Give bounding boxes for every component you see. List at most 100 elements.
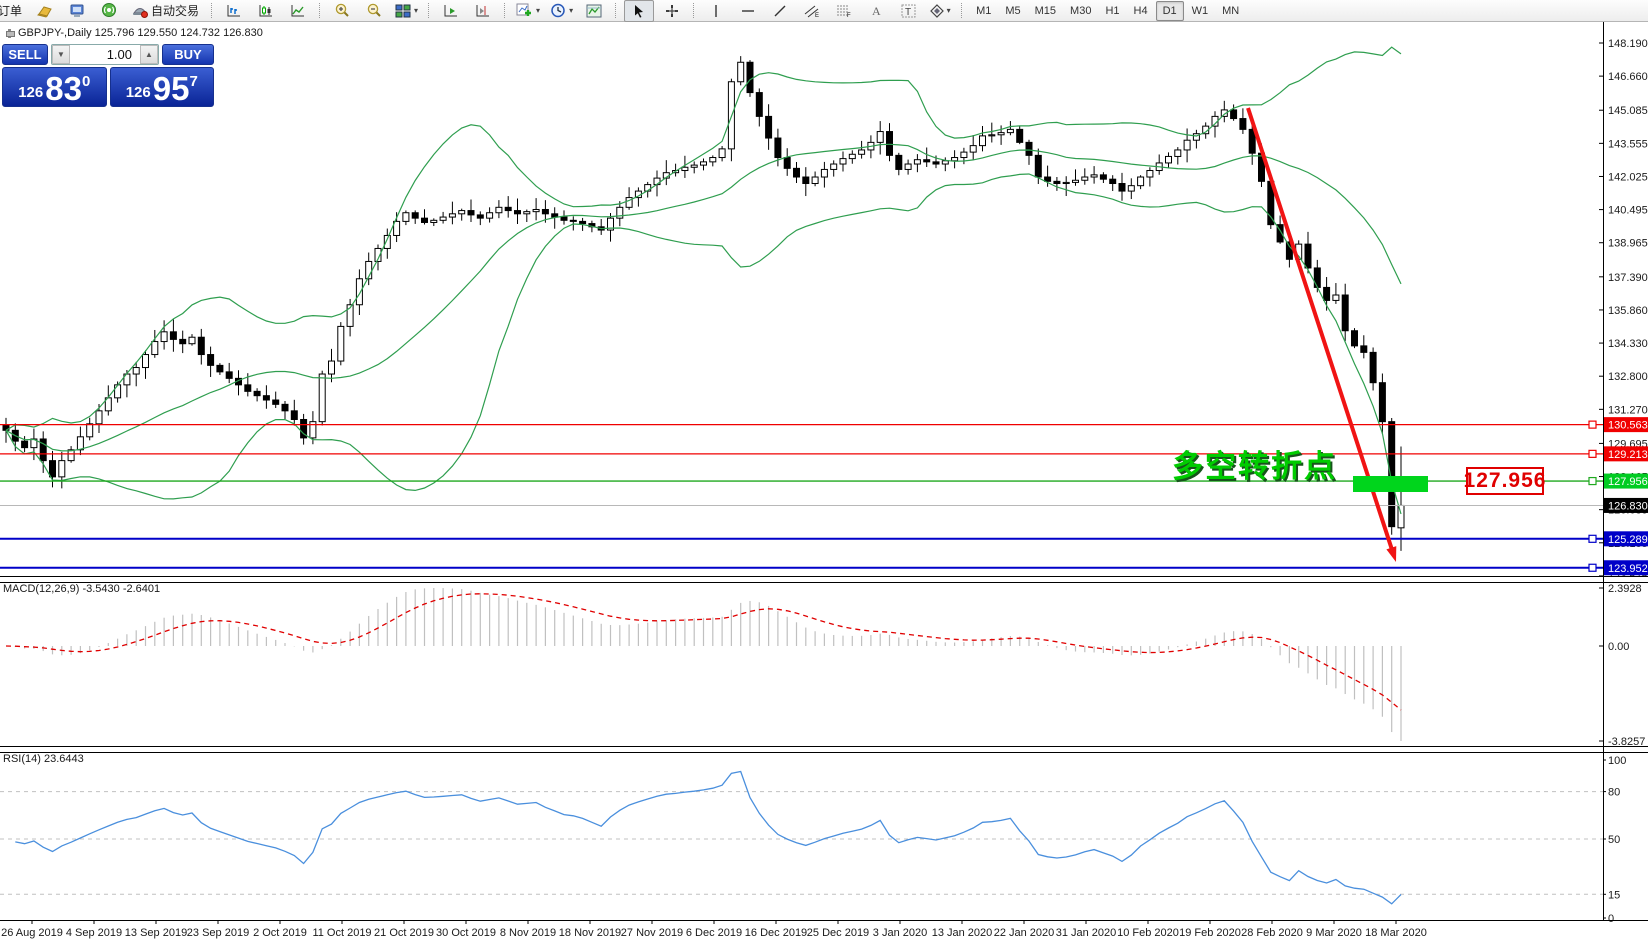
candle-body: [923, 159, 931, 163]
volume-stepper[interactable]: ▼ 1.00 ▲: [51, 44, 159, 65]
macd-signal-line[interactable]: [5, 593, 1402, 711]
svg-text:E: E: [815, 13, 819, 18]
volume-increase-button[interactable]: ▲: [140, 45, 158, 64]
time-axis-label: 16 Dec 2019: [745, 927, 807, 939]
candle-body: [1034, 154, 1042, 178]
candle-body: [895, 154, 903, 170]
candle-body: [39, 438, 47, 462]
trendline-tool-button[interactable]: [766, 1, 794, 21]
timeframe-button-m30[interactable]: M30: [1070, 4, 1092, 17]
price-tick-label: 140.495: [1608, 205, 1648, 217]
bar-chart-mode-button[interactable]: [220, 1, 248, 21]
volume-decrease-button[interactable]: ▼: [52, 45, 70, 64]
crosshair-tool-button[interactable]: [658, 1, 686, 21]
time-axis[interactable]: 26 Aug 2019 4 Sep 2019 13 Sep 2019 23 Sep 2…: [1, 920, 1427, 939]
rsi-scale-label: 0: [1608, 913, 1614, 925]
periods-button[interactable]: ▾: [547, 1, 576, 21]
candle-body: [1044, 176, 1052, 182]
buy-price-display[interactable]: 126 95 7: [109, 67, 214, 107]
main-toolbar: 订单 自动交易: [0, 0, 1648, 22]
candle-body: [169, 331, 177, 340]
bollinger-middle-band[interactable]: [5, 143, 1402, 452]
candle-body: [95, 410, 103, 425]
timeframe-button-h4[interactable]: H4: [1133, 4, 1148, 17]
sell-price-display[interactable]: 126 83 0: [2, 67, 107, 107]
candle-body: [188, 336, 196, 345]
level-endpoint-marker[interactable]: [1588, 420, 1597, 429]
new-chart-button[interactable]: ▾: [513, 1, 543, 21]
candle-body: [830, 163, 838, 170]
level-endpoint-marker[interactable]: [1588, 476, 1597, 486]
zoom-out-button[interactable]: [360, 1, 388, 21]
candle-body: [1248, 128, 1256, 154]
timeframe-button-d1[interactable]: D1: [1155, 0, 1184, 21]
candle-body: [765, 115, 773, 139]
shapes-tool-button[interactable]: ▾: [926, 1, 954, 21]
auto-scroll-button[interactable]: [437, 1, 465, 21]
fibonacci-tool-button[interactable]: F: [830, 1, 858, 21]
candle-body: [1127, 185, 1135, 192]
vertical-line-tool-button[interactable]: [702, 1, 730, 21]
macd-scale-label: 2.3928: [1608, 583, 1642, 595]
timeframe-button-m5[interactable]: M5: [1005, 4, 1021, 17]
candle-body: [58, 460, 66, 478]
rsi-line[interactable]: [15, 770, 1402, 905]
journal-button[interactable]: [31, 1, 59, 21]
bull-bear-turning-point-annotation[interactable]: 多空转折点: [1172, 449, 1337, 484]
metaeditor-button[interactable]: [63, 1, 91, 21]
tile-windows-button[interactable]: ▾: [392, 1, 421, 21]
level-endpoint-marker[interactable]: [1588, 534, 1597, 543]
pane-separator-rsi[interactable]: [0, 746, 1648, 753]
chart-shift-button[interactable]: [469, 1, 497, 21]
candle-body: [216, 364, 224, 373]
timeframe-button-h1[interactable]: H1: [1105, 4, 1120, 17]
timeframe-button-m1[interactable]: M1: [976, 4, 992, 17]
trendline-icon: [774, 5, 786, 16]
level-endpoint-marker[interactable]: [1588, 449, 1597, 458]
level-endpoint-marker[interactable]: [1588, 563, 1597, 572]
autotrading-button[interactable]: 自动交易: [127, 1, 204, 21]
sell-button[interactable]: SELL: [2, 44, 48, 65]
signals-button[interactable]: [95, 1, 123, 21]
bollinger-upper-band[interactable]: [5, 46, 1402, 431]
chart-canvas[interactable]: 148.190 146.660 145.085 143.555 142.025 140.4…: [0, 22, 1648, 946]
toolbar-separator: [211, 3, 213, 18]
buy-price-pip: 7: [189, 73, 198, 90]
templates-button[interactable]: [580, 1, 608, 21]
line-chart-mode-button[interactable]: [284, 1, 312, 21]
symbol-ohlc-text: GBPJPY-,Daily 125.796 129.550 124.732 12…: [18, 27, 263, 39]
candle-body: [67, 449, 75, 462]
vertical-line-icon: [715, 4, 717, 17]
candle-body: [1183, 139, 1191, 151]
candle-body: [458, 210, 466, 215]
time-axis-label: 13 Jan 2020: [932, 927, 993, 939]
candle-body: [1109, 178, 1117, 185]
pane-separator-macd[interactable]: [0, 576, 1648, 583]
horizontal-line-tool-button[interactable]: [734, 1, 762, 21]
candle-body: [439, 216, 447, 221]
candle-body: [300, 418, 308, 439]
price-level-callout-box[interactable]: 127.956: [1464, 467, 1545, 495]
buy-button[interactable]: BUY: [162, 44, 214, 65]
text-tool-button[interactable]: A: [862, 1, 890, 21]
timeframe-button-w1[interactable]: W1: [1191, 4, 1209, 17]
timeframe-button-mn[interactable]: MN: [1222, 4, 1240, 17]
price-tick-label: 131.270: [1608, 404, 1648, 416]
price-scale[interactable]: 148.190 146.660 145.085 143.555 142.025 140.4…: [1599, 38, 1648, 925]
text-label-tool-button[interactable]: T: [894, 1, 922, 21]
timeframe-bar: M1 M5 M15 M30 H1 H4 D1 W1 MN: [970, 0, 1245, 21]
candle-chart-mode-button[interactable]: [252, 1, 280, 21]
candle-body: [941, 160, 949, 165]
candle-body: [625, 197, 633, 208]
price-tick-label: 148.190: [1608, 38, 1648, 50]
bollinger-lower-band[interactable]: [5, 173, 1402, 515]
new-order-button[interactable]: 订单: [0, 1, 27, 21]
level-price-label-bg: [1604, 417, 1648, 433]
timeframe-button-m15[interactable]: M15: [1034, 4, 1057, 17]
zoom-in-button[interactable]: [328, 1, 356, 21]
volume-value[interactable]: 1.00: [106, 47, 132, 62]
cursor-tool-button[interactable]: [624, 0, 655, 22]
candle-body: [1220, 109, 1228, 117]
channel-tool-button[interactable]: E: [798, 1, 826, 21]
support-highlight-bar[interactable]: [1353, 476, 1428, 492]
